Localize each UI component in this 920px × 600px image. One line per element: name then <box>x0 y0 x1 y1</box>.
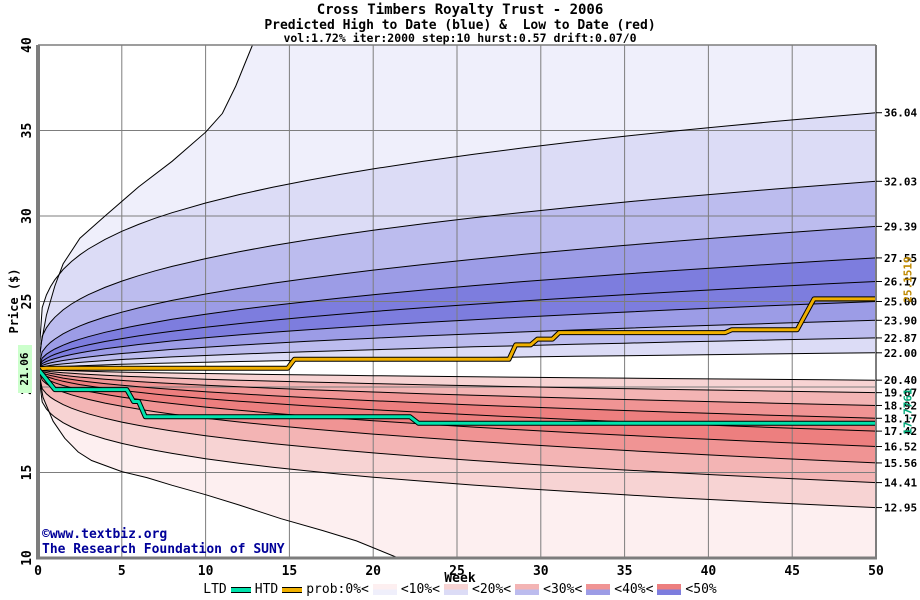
chart-subtitle: Predicted High to Date (blue) & Low to D… <box>264 18 656 33</box>
chart-parameters: vol:1.72% iter:2000 step:10 hurst:0.57 d… <box>283 31 637 45</box>
htd-line <box>37 296 876 372</box>
x-tick-label: 20 <box>365 564 381 579</box>
y-tick-label: 40 <box>20 37 35 53</box>
htd-final-value-label: 25.1519 <box>901 256 915 303</box>
x-tick-label: 25 <box>449 564 465 579</box>
legend-htd-line-swatch <box>282 587 303 592</box>
quantile-value-label: 36.04 <box>884 107 917 120</box>
quantile-value-label: 25.00 <box>884 296 917 309</box>
y-tick-label: 30 <box>20 208 35 224</box>
quantile-value-label: 14.41 <box>884 477 917 490</box>
y-tick-label: 25 <box>20 294 35 310</box>
x-tick-label: 5 <box>118 564 126 579</box>
x-axis-title: Week <box>444 571 476 586</box>
quantile-value-label: 27.55 <box>884 252 917 265</box>
quantile-value-label: 20.40 <box>884 374 917 387</box>
x-tick-label: 15 <box>282 564 298 579</box>
x-tick-label: 35 <box>617 564 633 579</box>
x-tick-label: 40 <box>701 564 717 579</box>
y-tick-label: 35 <box>20 123 35 139</box>
quantile-value-label: 12.95 <box>884 502 917 515</box>
quantile-value-label: 23.90 <box>884 314 917 327</box>
x-tick-label: 45 <box>784 564 800 579</box>
quantile-value-label: 22.87 <box>884 332 917 345</box>
legend-prob-swatch <box>372 584 397 595</box>
x-tick-label: 50 <box>868 564 884 579</box>
ltd-final-value-label: 17.7761 <box>901 388 915 435</box>
legend-prob-swatch <box>586 584 611 595</box>
legend-prob-label: prob:0%< <box>306 582 369 597</box>
envelope-curves <box>37 44 399 559</box>
start-price-label: 21.06 <box>18 345 32 393</box>
watermark-org: The Research Foundation of SUNY <box>42 542 285 557</box>
legend-prob-label: <40%< <box>614 582 654 597</box>
legend-prob-swatch <box>515 584 540 595</box>
legend-prob-label: <50% <box>685 582 717 597</box>
legend-htd-label: HTD <box>254 582 279 597</box>
legend-ltd-label: LTD <box>203 582 227 597</box>
quantile-value-label: 22.00 <box>884 347 917 360</box>
legend-prob-label: <10%< <box>400 582 440 597</box>
chart-title: Cross Timbers Royalty Trust - 2006 <box>316 2 604 18</box>
watermark-url: ©www.textbiz.org <box>42 527 168 542</box>
y-axis-title: Price ($) <box>7 268 21 334</box>
right-quantile-labels: 22.00 22.87 23.90 25.00 26.17 27.55 29.39 32.03… <box>876 107 917 515</box>
legend-prob-label: <20%< <box>472 582 512 597</box>
quantile-value-label: 18.17 <box>884 412 917 425</box>
legend-prob-swatch <box>444 584 468 595</box>
x-tick-labels: 0 5 10 15 20 25 30 35 40 45 50 <box>34 564 884 579</box>
quantile-value-label: 15.56 <box>884 457 917 470</box>
legend: LTD HTD prob:0%< <10%< <20%< <30%< <40%< <50% <box>0 582 920 597</box>
quantile-value-label: 29.39 <box>884 220 917 233</box>
legend-prob-swatch <box>657 584 682 595</box>
quantile-value-label: 16.52 <box>884 441 917 454</box>
ltd-line <box>36 367 876 426</box>
y-tick-label: 15 <box>20 465 35 481</box>
quantile-value-label: 19.67 <box>884 387 917 400</box>
x-tick-label: 0 <box>34 564 42 579</box>
quantile-value-label: 18.92 <box>884 399 917 412</box>
y-tick-label: 10 <box>20 550 35 566</box>
quantile-value-label: 26.17 <box>884 275 917 288</box>
quantile-value-label: 32.03 <box>884 175 917 188</box>
legend-prob-label: <30%< <box>543 582 583 597</box>
legend-ltd-line-swatch <box>230 587 251 592</box>
quantile-value-label: 17.42 <box>884 425 917 438</box>
x-tick-label: 30 <box>533 564 549 579</box>
x-tick-label: 10 <box>198 564 214 579</box>
